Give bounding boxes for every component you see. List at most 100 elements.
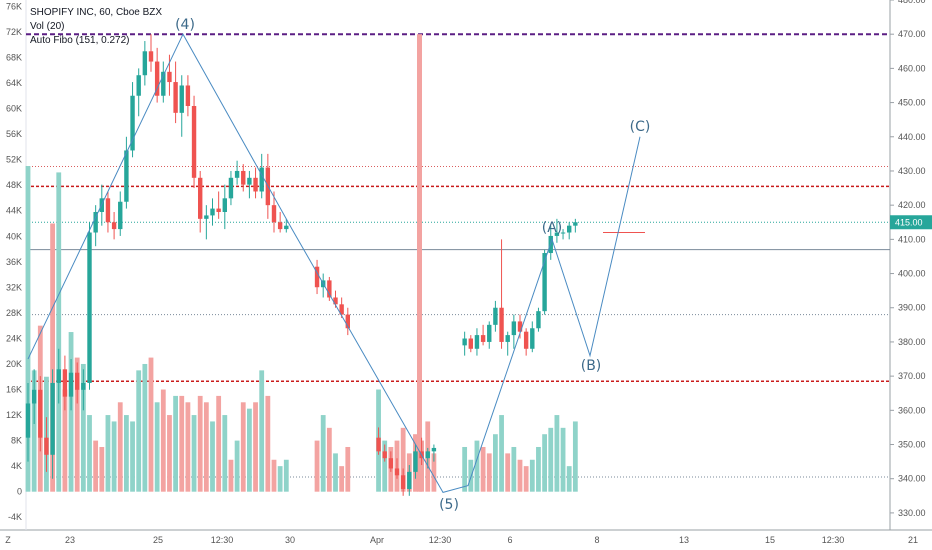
volume-bar bbox=[148, 357, 154, 492]
volume-bar bbox=[548, 427, 554, 492]
volume-bar bbox=[382, 440, 388, 492]
candle-body bbox=[573, 222, 578, 226]
candle-body bbox=[118, 201, 123, 230]
volume-bar bbox=[222, 415, 228, 492]
volume-bar bbox=[320, 415, 326, 492]
candle-body bbox=[81, 382, 86, 390]
chart-legend: SHOPIFY INC, 60, Cboe BZX Vol (20) Auto … bbox=[30, 6, 162, 48]
time-tick-label: 12:30 bbox=[211, 535, 234, 545]
candle-body bbox=[154, 61, 160, 96]
candle-body bbox=[277, 222, 283, 230]
candle-body bbox=[388, 458, 394, 469]
candle-body bbox=[345, 314, 350, 329]
volume-tick-label: 76K bbox=[6, 1, 22, 11]
candle-body bbox=[210, 208, 215, 216]
volume-bar bbox=[99, 446, 105, 492]
candle-body bbox=[407, 471, 412, 489]
wave-label: (5) bbox=[439, 497, 459, 513]
candle-body bbox=[93, 212, 98, 233]
candle-body bbox=[253, 177, 258, 192]
volume-bar bbox=[154, 402, 160, 492]
volume-bar bbox=[345, 446, 351, 492]
volume-bar bbox=[339, 466, 345, 492]
candle-body bbox=[216, 208, 221, 212]
volume-bar bbox=[130, 421, 135, 492]
volume-tick-label: 36K bbox=[6, 257, 22, 267]
price-tick-label: 480.00 bbox=[898, 0, 926, 5]
time-tick-label: 13 bbox=[679, 535, 689, 545]
candle-body bbox=[314, 266, 320, 288]
price-tick-label: 360.00 bbox=[898, 405, 926, 415]
volume-tick-label: 0 bbox=[17, 487, 22, 497]
candle-body bbox=[567, 225, 572, 233]
candle-body bbox=[247, 177, 252, 185]
candle-body bbox=[339, 304, 344, 315]
candle-body bbox=[31, 389, 37, 404]
candle-body bbox=[228, 177, 234, 199]
volume-bar bbox=[167, 415, 172, 492]
volume-bar bbox=[31, 370, 37, 492]
candle-body bbox=[394, 468, 400, 476]
candle-body bbox=[505, 335, 510, 342]
volume-bar bbox=[25, 166, 31, 492]
price-tick-label: 430.00 bbox=[898, 166, 926, 176]
volume-bar bbox=[247, 408, 252, 492]
candle-body bbox=[468, 338, 473, 349]
volume-bar bbox=[505, 453, 511, 492]
volume-bar bbox=[283, 459, 289, 492]
price-tick-label: 450.00 bbox=[898, 98, 926, 108]
candle-body bbox=[241, 170, 246, 185]
volume-bar bbox=[203, 402, 209, 492]
time-tick-label: 12:30 bbox=[429, 535, 452, 545]
time-tick-label: 15 bbox=[765, 535, 775, 545]
volume-bar bbox=[468, 459, 474, 492]
candle-body bbox=[87, 232, 92, 383]
volume-bar bbox=[326, 427, 332, 492]
candle-body bbox=[50, 382, 55, 455]
volume-bar bbox=[142, 363, 148, 492]
volume-bar bbox=[253, 402, 258, 492]
candle-body bbox=[75, 372, 80, 390]
volume-bar bbox=[197, 395, 203, 492]
candle-body bbox=[148, 51, 154, 62]
volume-bar bbox=[117, 402, 123, 492]
candle-body bbox=[413, 451, 418, 472]
candle-body bbox=[517, 321, 523, 332]
candle-body bbox=[536, 311, 541, 329]
volume-bar bbox=[493, 434, 498, 492]
volume-tick-label: 8K bbox=[11, 436, 22, 446]
volume-bar bbox=[179, 395, 185, 492]
volume-bar bbox=[111, 421, 117, 492]
volume-bar bbox=[228, 459, 234, 492]
candle-body bbox=[560, 232, 566, 234]
candle-body bbox=[136, 75, 141, 96]
volume-bar bbox=[536, 446, 541, 492]
candle-body bbox=[62, 369, 68, 397]
candle-body bbox=[425, 451, 430, 459]
volume-bar bbox=[105, 415, 111, 492]
time-tick-label: 21 bbox=[908, 535, 918, 545]
price-tick-label: 330.00 bbox=[898, 508, 926, 518]
candle-body bbox=[161, 71, 166, 96]
candle-body bbox=[493, 307, 498, 325]
candle-body bbox=[179, 85, 184, 113]
wave-label: (C) bbox=[630, 119, 651, 135]
volume-bar bbox=[62, 389, 68, 492]
candle-body bbox=[259, 167, 264, 192]
price-tick-label: 380.00 bbox=[898, 337, 926, 347]
time-tick-label: 12:30 bbox=[822, 535, 845, 545]
volume-bar bbox=[314, 440, 320, 492]
candle-body bbox=[400, 475, 406, 489]
candle-body bbox=[191, 106, 197, 178]
candle-body bbox=[130, 95, 135, 151]
volume-bar bbox=[517, 459, 523, 492]
price-tick-label: 410.00 bbox=[898, 234, 926, 244]
time-tick-label: 8 bbox=[594, 535, 599, 545]
fibo-indicator-label: Auto Fibo (151, 0.272) bbox=[30, 35, 130, 46]
symbol-title: SHOPIFY INC, 60, Cboe BZX bbox=[30, 7, 163, 18]
candle-body bbox=[542, 253, 547, 312]
candle-body bbox=[222, 198, 227, 212]
price-tick-label: 470.00 bbox=[898, 29, 926, 39]
candle-body bbox=[111, 222, 117, 230]
